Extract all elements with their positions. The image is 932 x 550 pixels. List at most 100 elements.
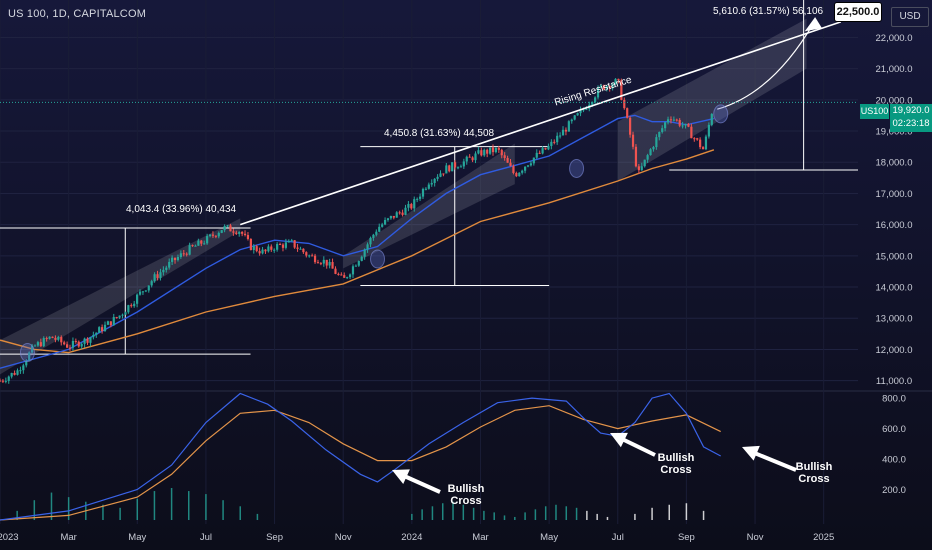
candle-body	[611, 84, 614, 89]
candle-body	[649, 149, 652, 156]
candle-body	[296, 247, 299, 249]
candle-body	[229, 225, 232, 232]
candle-body	[141, 291, 145, 293]
candle-body	[372, 234, 375, 238]
candle-body	[544, 148, 547, 150]
x-tick-label: Sep	[266, 532, 283, 543]
candle-body	[206, 236, 209, 244]
candle-body	[439, 173, 442, 177]
candle-body	[579, 109, 582, 114]
candle-body	[101, 327, 104, 332]
candle-body	[313, 255, 317, 263]
candle-body	[346, 277, 349, 279]
candle-body	[45, 338, 48, 340]
highlight-circle	[19, 343, 35, 363]
candle-body	[168, 261, 171, 268]
candle-body	[138, 291, 142, 295]
candle-body	[526, 165, 530, 167]
highlight-circle	[569, 158, 585, 178]
candle-body	[664, 122, 667, 129]
candle-body	[693, 138, 696, 140]
candle-body	[599, 85, 603, 88]
candle-body	[173, 257, 177, 261]
osc-y-tick-label: 600.0	[882, 424, 906, 435]
candle-body	[147, 285, 150, 291]
y-tick-label: 16,000.0	[876, 220, 913, 231]
highlight-circle	[713, 104, 729, 124]
candle-body	[238, 231, 241, 234]
candle-body	[462, 161, 465, 167]
candle-body	[42, 338, 45, 347]
x-tick-label: Jul	[612, 532, 624, 543]
candle-body	[506, 157, 509, 163]
candle-body	[203, 243, 206, 245]
candle-body	[518, 172, 521, 177]
ma-50-line	[0, 114, 715, 369]
candle-body	[217, 232, 220, 237]
candle-body	[33, 345, 37, 347]
candle-body	[640, 166, 643, 171]
candle-body	[521, 170, 524, 173]
candle-body	[678, 119, 681, 126]
x-tick-label: Mar	[60, 532, 76, 543]
candle-body	[416, 198, 419, 200]
candle-body	[605, 85, 608, 90]
candle-body	[270, 246, 273, 250]
candle-body	[360, 256, 363, 261]
candle-body	[200, 240, 203, 244]
candle-body	[704, 136, 708, 150]
candle-body	[19, 370, 22, 372]
candle-body	[383, 219, 387, 225]
candle-body	[494, 147, 498, 153]
candle-body	[258, 251, 261, 254]
candle-body	[153, 274, 156, 282]
candle-body	[226, 225, 229, 227]
candle-body	[133, 303, 136, 307]
candle-body	[0, 380, 2, 382]
candle-body	[535, 152, 538, 158]
candle-body	[16, 370, 19, 375]
candle-body	[109, 321, 112, 326]
candle-body	[36, 342, 40, 346]
candle-body	[22, 365, 25, 371]
candle-body	[451, 162, 454, 172]
candle-body	[594, 97, 597, 103]
candle-body	[121, 314, 124, 316]
candle-body	[281, 244, 285, 248]
candle-body	[276, 244, 279, 250]
candle-body	[308, 255, 311, 257]
candle-body	[629, 117, 632, 135]
candle-body	[65, 344, 69, 348]
candle-body	[331, 261, 334, 269]
candle-body	[623, 99, 626, 109]
candle-body	[39, 342, 42, 347]
candle-body	[243, 233, 247, 236]
candle-body	[500, 149, 503, 156]
candle-body	[261, 249, 264, 254]
y-tick-label: 19,000.0	[876, 127, 913, 138]
x-tick-label: 2024	[401, 532, 422, 543]
candle-body	[25, 360, 28, 366]
candle-body	[89, 337, 92, 343]
candle-body	[445, 165, 448, 174]
candle-body	[404, 207, 407, 215]
candle-body	[165, 267, 168, 270]
candle-body	[290, 240, 293, 242]
measure-label-1: 4,043.4 (33.96%) 40,434	[126, 204, 237, 215]
candle-body	[421, 188, 425, 197]
candle-body	[538, 152, 541, 154]
candle-body	[241, 231, 244, 234]
candle-body	[637, 166, 640, 171]
candle-body	[287, 240, 290, 243]
candle-body	[7, 376, 10, 381]
candle-body	[410, 204, 413, 209]
candle-body	[631, 134, 635, 147]
candle-body	[532, 157, 535, 164]
candle-body	[48, 336, 51, 339]
x-tick-label: Sep	[678, 532, 695, 543]
candle-body	[617, 78, 620, 81]
candle-body	[395, 212, 398, 218]
currency-button[interactable]: USD	[891, 7, 929, 27]
rising-resistance-line	[239, 21, 842, 226]
